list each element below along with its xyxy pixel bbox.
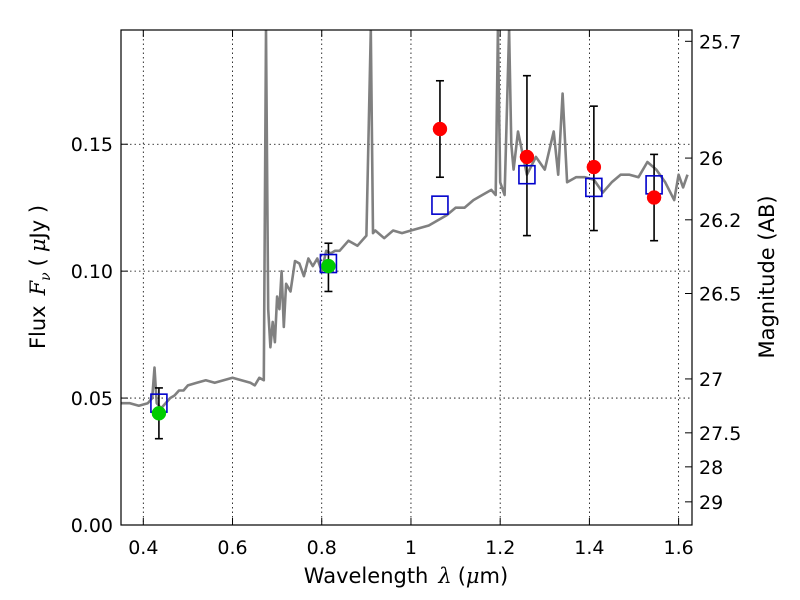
y-axis-label: FluxFν(μJy )	[26, 205, 54, 349]
observed-point	[432, 121, 448, 137]
observed-point	[586, 159, 602, 175]
x-tick-label: 0.6	[217, 537, 247, 559]
y2-tick-label: 27	[699, 369, 723, 391]
data-marks	[121, 30, 689, 440]
x-tick-label: 0.8	[307, 537, 337, 559]
x-tick-label: 1.6	[664, 537, 694, 559]
grid-lines	[121, 30, 692, 526]
y2-tick-label: 26.2	[699, 210, 741, 232]
plot-area	[121, 30, 692, 525]
x-tick-label: 1	[405, 537, 417, 559]
observed-point	[321, 258, 336, 274]
y-tick-label: 0.15	[71, 134, 113, 156]
x-tick-label: 1.4	[574, 537, 604, 559]
y2-tick-label: 25.7	[699, 31, 741, 53]
x-tick-label: 1.2	[485, 537, 515, 559]
observed-point	[646, 190, 662, 205]
y2-tick-label: 26.5	[699, 283, 741, 305]
y2-tick-label: 27.5	[699, 423, 741, 445]
observed-point	[151, 406, 167, 421]
plot-frame	[120, 29, 693, 526]
model-photometry-square	[585, 177, 603, 198]
model-photometry-square	[431, 195, 449, 215]
y2-axis-label: Magnitude (AB)	[755, 195, 779, 358]
x-axis-label: Wavelength λ (μm)	[304, 564, 508, 588]
y2-tick-label: 28	[699, 457, 723, 479]
y-tick-label: 0.05	[71, 388, 113, 410]
y-tick-label: 0.10	[71, 261, 113, 283]
y2-tick-label: 26	[699, 148, 723, 170]
model-photometry-square	[518, 164, 536, 185]
x-tick-label: 0.4	[128, 537, 158, 559]
axis-ticks: 0.4 0.6 0.8 1 1.2 1.4 1.6 0.00 0.05 0.10 0.15 25.7 2…	[71, 30, 741, 559]
y-tick-label: 0.00	[71, 515, 113, 537]
observed-point	[519, 149, 535, 165]
model-spectrum-line	[121, 30, 689, 410]
y2-tick-label: 29	[699, 492, 723, 514]
